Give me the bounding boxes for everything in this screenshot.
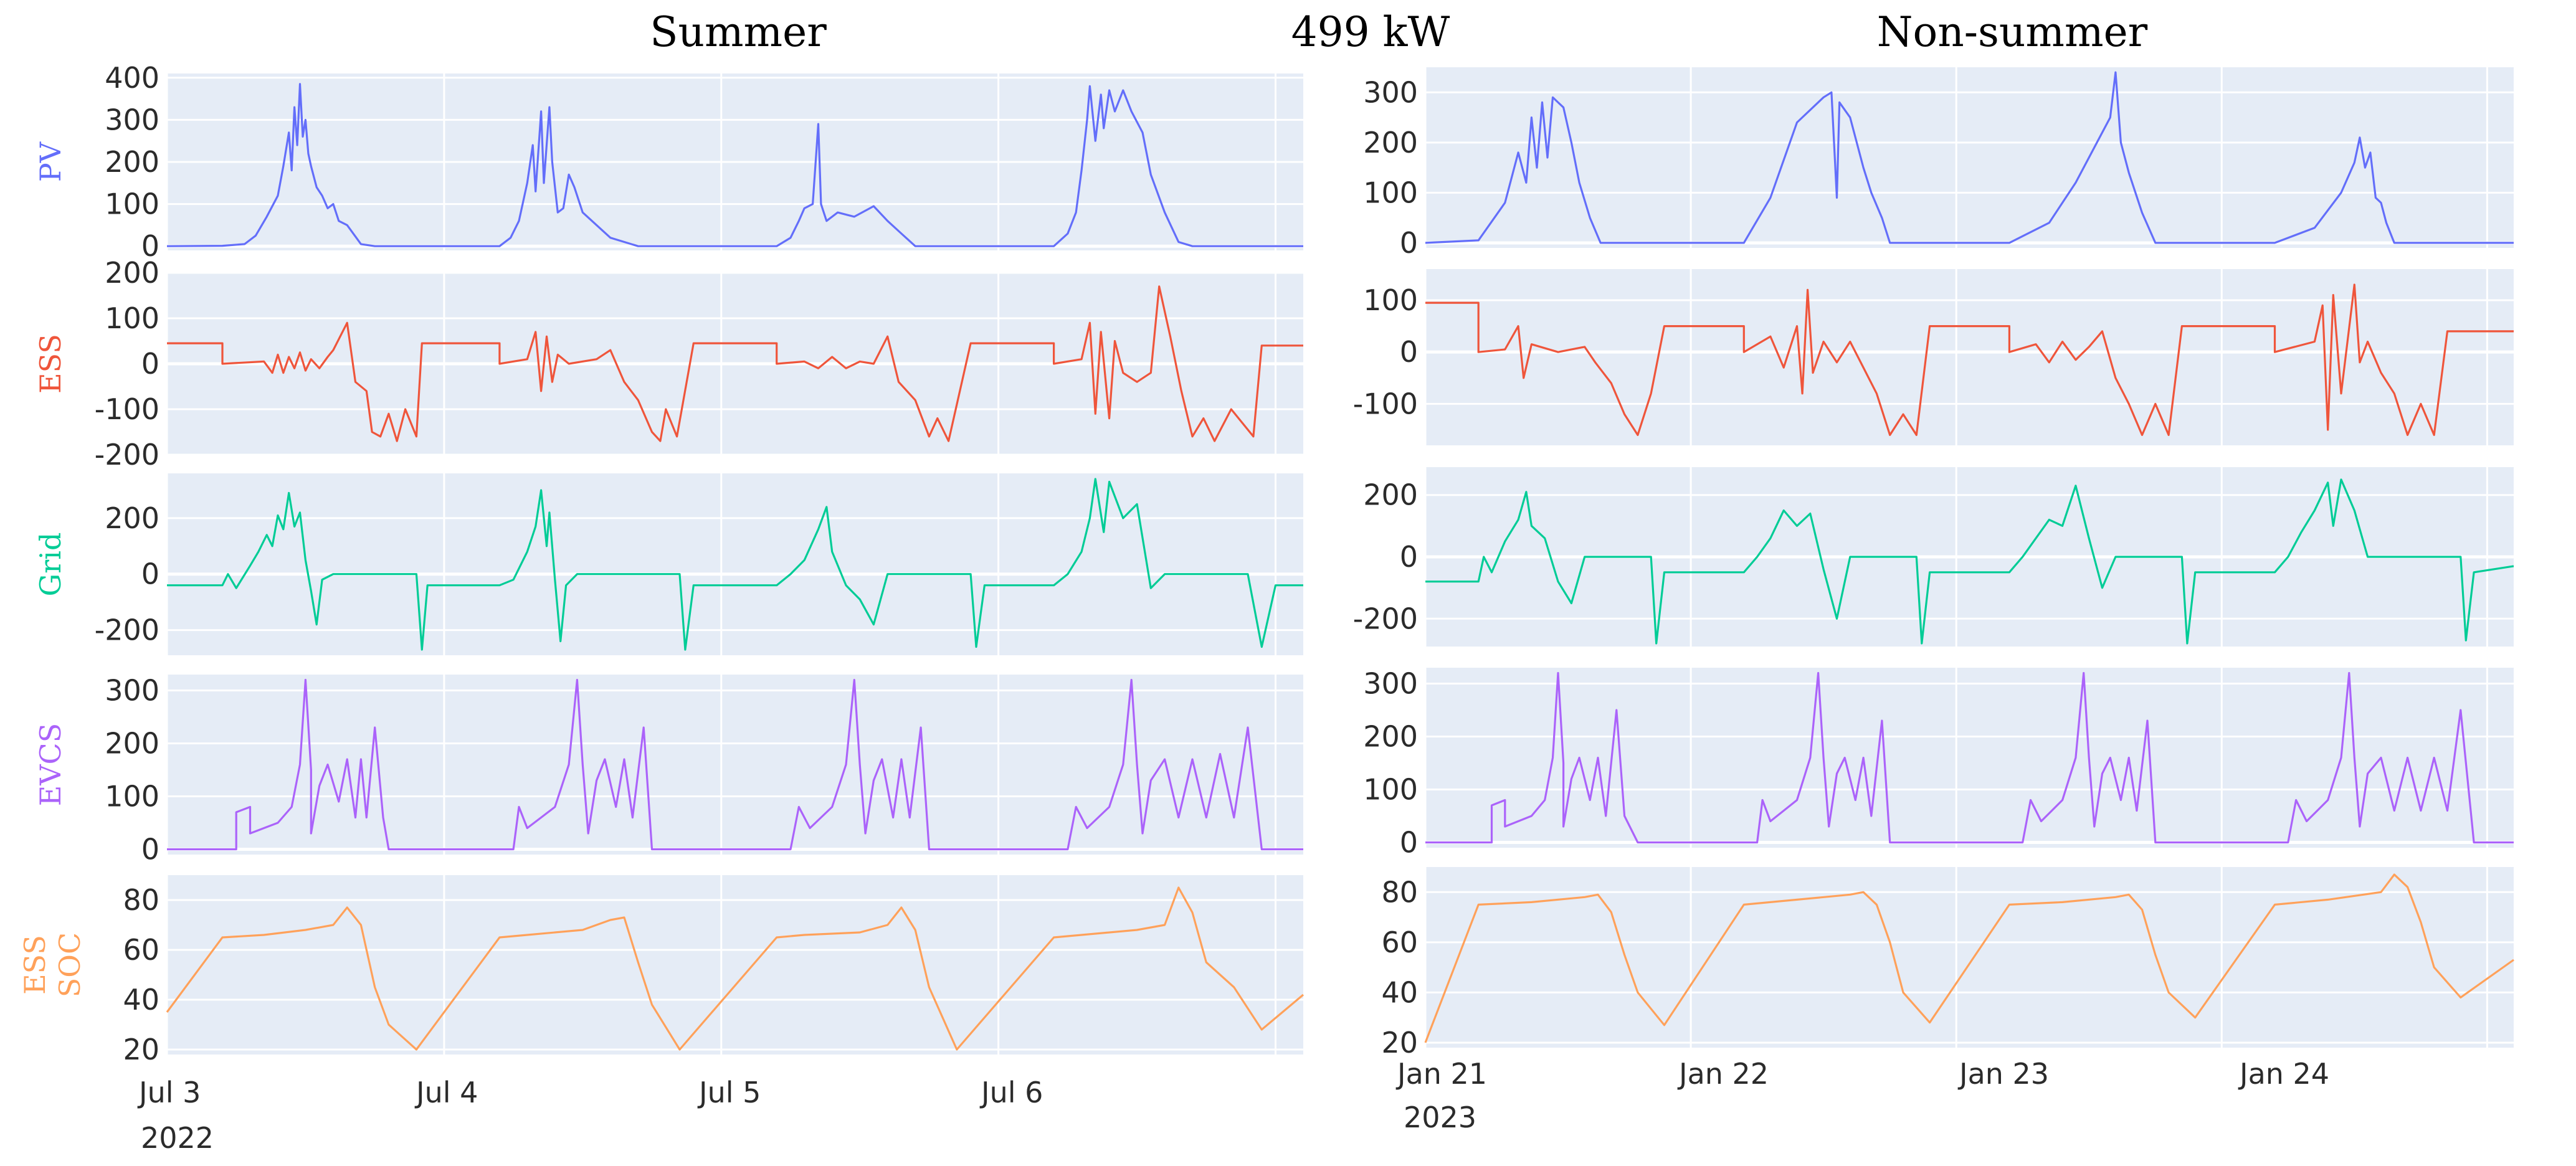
grid-subplot-0: -200 0 200 Grid: [34, 473, 1303, 655]
y-tick-label: -200: [1353, 602, 1418, 635]
y-tick-label: 0: [141, 557, 159, 591]
x-tick-label: Jan 24: [2238, 1057, 2329, 1091]
y-tick-label: 60: [123, 933, 159, 967]
y-tick-label: 200: [105, 727, 159, 761]
y-tick-label: 100: [1363, 176, 1418, 209]
x-tick-label: Jul 5: [697, 1076, 761, 1109]
non-summer-title: Non-summer: [1877, 8, 2148, 56]
soc-plot-area: [167, 875, 1303, 1055]
axis-label-line: ESS: [18, 935, 52, 995]
y-tick-label: 100: [1363, 773, 1418, 807]
x-tick-label: Jul 6: [979, 1076, 1043, 1109]
pv-subplot-1: 0 100 200 300: [1363, 67, 2514, 260]
pv-series-line: [166, 83, 1303, 247]
x-year-label: 2023: [1404, 1101, 1476, 1134]
evcs-subplot-0: 0 100 200 300 EVCS: [34, 674, 1303, 866]
y-tick-label: 0: [141, 229, 159, 263]
y-tick-label: 300: [1363, 75, 1418, 109]
evcs-series-line: [1425, 671, 2514, 844]
y-tick-label: 200: [105, 501, 159, 535]
y-tick-label: 40: [1381, 975, 1418, 1009]
y-tick-label: 40: [123, 983, 159, 1017]
evcs-plot-area: [1425, 668, 2514, 848]
axis-label-line: ESS: [34, 334, 67, 394]
soc-axis-label: ESSSOC: [18, 932, 87, 997]
pv-plot-area: [1425, 67, 2514, 248]
y-tick-label: 0: [1400, 826, 1418, 860]
y-tick-label: 80: [1381, 875, 1418, 909]
pv-axis-label: PV: [34, 141, 67, 182]
grid-series-line: [167, 478, 1303, 651]
grid-subplot-1: -200 0 200: [1353, 467, 2514, 647]
pv-subplot-0: 0 100 200 300 400 PV: [34, 61, 1303, 263]
evcs-subplot-1: 0 100 200 300: [1363, 667, 2514, 860]
y-tick-label: 200: [105, 256, 159, 290]
evcs-axis-label: EVCS: [34, 723, 67, 807]
y-tick-label: -200: [95, 614, 159, 647]
soc-series-line: [1424, 873, 2514, 1043]
y-tick-label: 300: [105, 674, 159, 708]
y-tick-label: 0: [1400, 540, 1418, 574]
ess-series-line: [167, 285, 1303, 442]
x-tick-label: Jul 4: [414, 1076, 478, 1109]
summer-title: Summer: [650, 8, 827, 56]
y-tick-label: 20: [1381, 1026, 1418, 1059]
y-tick-label: 80: [123, 883, 159, 917]
y-tick-label: 0: [1400, 226, 1418, 260]
grid-plot-area: [167, 473, 1303, 655]
center-title: 499 kW: [1291, 8, 1450, 56]
pv-series-line: [1425, 71, 2514, 244]
soc-subplot-1: 20 40 60 80: [1381, 867, 2514, 1059]
x-tick-label: Jul 3: [137, 1076, 201, 1109]
axis-label-line: SOC: [53, 932, 87, 997]
y-tick-label: 300: [105, 103, 159, 136]
grid-series-line: [1425, 478, 2514, 645]
ess-axis-label: ESS: [34, 334, 67, 394]
grid-axis-label: Grid: [34, 533, 67, 597]
y-tick-label: 100: [105, 780, 159, 813]
y-tick-label: 100: [105, 301, 159, 335]
y-tick-label: 60: [1381, 926, 1418, 959]
x-year-label: 2022: [141, 1121, 214, 1155]
y-tick-label: -200: [95, 438, 159, 472]
y-tick-label: 200: [1363, 720, 1418, 754]
y-tick-label: 0: [141, 347, 159, 381]
soc-subplot-0: 20 40 60 80 ESSSOC: [18, 875, 1305, 1066]
y-tick-label: 100: [105, 187, 159, 221]
y-tick-label: 20: [123, 1033, 159, 1066]
y-tick-label: 400: [105, 61, 159, 95]
x-tick-label: Jan 21: [1395, 1057, 1487, 1091]
y-tick-label: 200: [105, 145, 159, 179]
x-tick-label: Jan 22: [1677, 1057, 1769, 1091]
y-tick-label: -100: [1353, 387, 1418, 420]
evcs-series-line: [167, 678, 1303, 851]
axis-label-line: PV: [34, 141, 67, 182]
axis-label-line: EVCS: [34, 723, 67, 807]
y-tick-label: 200: [1363, 478, 1418, 512]
y-tick-label: -100: [95, 392, 159, 426]
panels: 0100200300400PV-200-1000100200ESS-200020…: [18, 61, 2514, 1155]
ess-subplot-1: -100 0 100: [1353, 269, 2514, 445]
evcs-plot-area: [167, 675, 1303, 855]
y-tick-label: 100: [1363, 283, 1418, 317]
soc-series-line: [166, 886, 1305, 1051]
y-tick-label: 0: [141, 833, 159, 866]
y-tick-label: 300: [1363, 667, 1418, 701]
axis-label-line: Grid: [34, 533, 67, 597]
ess-plot-area: [1425, 269, 2514, 445]
ess-series-line: [1425, 283, 2514, 437]
soc-plot-area: [1425, 867, 2514, 1048]
y-tick-label: 200: [1363, 126, 1418, 159]
ess-subplot-0: -200 -100 0 100 200 ESS: [34, 256, 1303, 472]
x-tick-label: Jan 23: [1957, 1057, 2049, 1091]
y-tick-label: 0: [1400, 335, 1418, 369]
